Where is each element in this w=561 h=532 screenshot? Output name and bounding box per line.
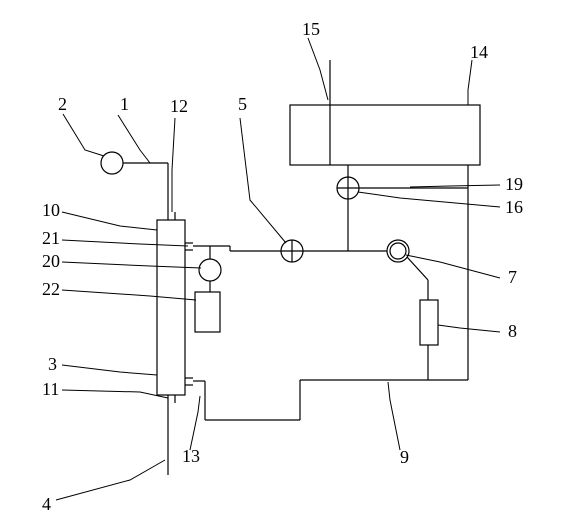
label-n3: 3 <box>48 354 57 374</box>
leader-ld22 <box>62 290 196 300</box>
leader-ld10 <box>62 212 157 230</box>
label-n20: 20 <box>42 251 60 271</box>
leader-ld2 <box>63 114 104 156</box>
leader-ld19 <box>410 185 500 187</box>
label-n15: 15 <box>302 19 320 39</box>
leader-ld14 <box>468 60 472 105</box>
leader-ld1 <box>118 115 150 163</box>
leader-ld9 <box>388 382 400 450</box>
label-n1: 1 <box>120 94 129 114</box>
label-n14: 14 <box>470 42 488 62</box>
label-n8: 8 <box>508 321 517 341</box>
label-n5: 5 <box>238 94 247 114</box>
leader-ld15 <box>308 38 328 100</box>
leader-ld16 <box>358 192 500 207</box>
label-n4: 4 <box>42 494 51 514</box>
leader-ld12 <box>172 118 175 212</box>
leader-ld13 <box>190 396 200 450</box>
leader-ld7 <box>406 255 500 278</box>
label-n21: 21 <box>42 228 60 248</box>
rect-rect_comp8 <box>420 300 438 345</box>
label-n12: 12 <box>170 96 188 116</box>
leader-ld21 <box>62 240 188 246</box>
label-n13: 13 <box>182 446 200 466</box>
node-c2 <box>101 152 123 174</box>
rect-rect_wide <box>290 105 480 165</box>
shapes-layer <box>157 105 480 403</box>
label-n10: 10 <box>42 200 60 220</box>
label-n7: 7 <box>508 267 517 287</box>
label-n22: 22 <box>42 279 60 299</box>
leader-ld3 <box>62 365 157 375</box>
line-l_7v <box>407 257 428 280</box>
label-n2: 2 <box>58 94 67 114</box>
leader-ld5 <box>240 118 286 243</box>
rect-rect_tall <box>157 220 185 395</box>
label-n9: 9 <box>400 447 409 467</box>
labels-layer: 123457891011121314151619202122 <box>42 19 523 514</box>
rect-rect_small <box>195 292 220 332</box>
label-n19: 19 <box>505 174 523 194</box>
leader-ld11 <box>62 390 168 398</box>
schematic-diagram: 123457891011121314151619202122 <box>0 0 561 532</box>
label-n11: 11 <box>42 379 59 399</box>
leader-ld20 <box>62 262 201 268</box>
leader-ld4 <box>56 460 165 500</box>
node-c20 <box>199 259 221 281</box>
circles-layer <box>101 152 409 281</box>
leader-ld8 <box>438 325 500 332</box>
label-n16: 16 <box>505 197 523 217</box>
